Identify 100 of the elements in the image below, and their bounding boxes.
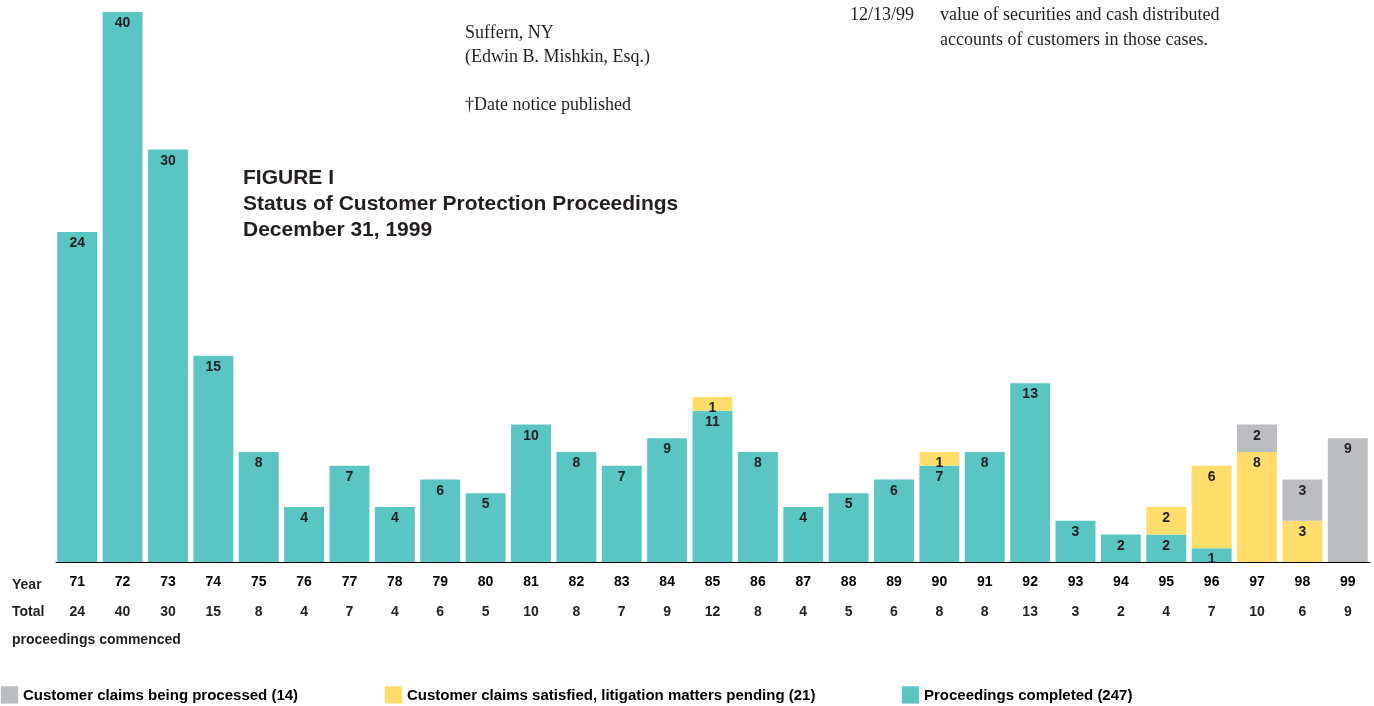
- data-label: 1: [935, 454, 944, 470]
- total-label: 8: [572, 603, 581, 619]
- data-label: 1: [708, 399, 717, 415]
- total-label: 24: [69, 603, 86, 619]
- annotation: 12/13/99: [850, 4, 915, 24]
- total-label: 5: [844, 603, 853, 619]
- bar: [647, 438, 688, 562]
- data-label: 9: [663, 440, 672, 457]
- legend-label: Proceedings completed (247): [924, 685, 1133, 703]
- x-tick-label: 91: [976, 572, 993, 589]
- bar: [465, 493, 506, 562]
- x-tick-label: 95: [1158, 572, 1175, 589]
- data-label: 30: [160, 151, 176, 168]
- data-label: 9: [1343, 440, 1352, 457]
- data-label: 7: [345, 467, 354, 484]
- total-label: 2: [1116, 603, 1125, 619]
- annotation: value of securities and cash distributed: [940, 4, 1220, 24]
- text: proceedings commenced: [12, 631, 181, 647]
- x-tick-label: 80: [477, 572, 494, 589]
- data-label: 2: [1162, 536, 1171, 553]
- data-label: 4: [799, 509, 808, 525]
- annotation: Suffern, NY: [465, 22, 554, 42]
- data-label: 6: [436, 481, 445, 498]
- bar: [601, 465, 642, 562]
- x-tick-label: 89: [886, 572, 902, 589]
- bar: [511, 424, 551, 562]
- x-tick-label: 73: [160, 572, 176, 589]
- data-label: 8: [1253, 454, 1262, 470]
- data-label: 10: [523, 426, 539, 443]
- data-label: 5: [844, 495, 853, 512]
- total-label: 8: [980, 603, 989, 619]
- annotation: (Edwin B. Mishkin, Esq.): [465, 46, 651, 67]
- text: FIGURE I: [243, 165, 335, 188]
- total-label: 8: [935, 603, 944, 619]
- x-axis-title: Year: [12, 576, 43, 592]
- bar: [1237, 424, 1277, 452]
- x-tick-label: 71: [69, 572, 86, 589]
- bar: [1327, 438, 1368, 562]
- total-label: 6: [436, 603, 445, 619]
- x-tick-label: 97: [1249, 572, 1266, 589]
- data-label: 40: [114, 14, 131, 30]
- text: Total: [12, 603, 45, 619]
- x-tick-label: 75: [250, 572, 267, 589]
- bar: [329, 465, 370, 562]
- data-label: 2: [1162, 509, 1171, 525]
- bar: [1055, 520, 1096, 562]
- bar: [919, 465, 960, 562]
- bar: [1282, 479, 1323, 521]
- x-tick-label: 74: [205, 572, 222, 589]
- x-tick-label: 79: [432, 572, 449, 589]
- bar: [1100, 534, 1141, 562]
- data-label: 8: [753, 454, 762, 470]
- total-label: 4: [390, 603, 399, 619]
- bar: [420, 479, 461, 562]
- bar: [102, 12, 143, 562]
- data-label: 3: [1298, 522, 1307, 539]
- bar: [737, 452, 778, 562]
- total-label: 6: [890, 603, 899, 619]
- data-label: 8: [980, 454, 989, 470]
- bar: [692, 410, 733, 562]
- x-tick-label: 99: [1339, 572, 1356, 589]
- x-tick-label: 82: [568, 572, 585, 589]
- x-tick-label: 88: [840, 572, 857, 589]
- total-label: 13: [1022, 603, 1039, 619]
- data-label: 24: [69, 234, 86, 250]
- x-tick-label: 84: [659, 572, 676, 589]
- total-label: 7: [1207, 603, 1216, 619]
- total-label: 12: [704, 603, 721, 619]
- data-label: 6: [1207, 467, 1216, 484]
- total-label: 30: [160, 603, 176, 619]
- x-tick-label: 77: [341, 572, 358, 589]
- total-label: 4: [300, 603, 309, 619]
- data-label: 15: [205, 357, 222, 374]
- x-tick-label: 76: [296, 572, 313, 589]
- data-label: 5: [481, 495, 490, 512]
- total-label: 6: [1298, 603, 1307, 619]
- bar: [1010, 383, 1051, 562]
- total-label: 4: [799, 603, 808, 619]
- x-tick-label: 94: [1113, 572, 1129, 589]
- bar: [148, 149, 188, 562]
- total-label: 4: [1162, 603, 1171, 619]
- data-label: 3: [1071, 522, 1080, 539]
- x-tick-label: 85: [704, 572, 721, 589]
- data-label: 7: [617, 467, 626, 484]
- bar: [374, 507, 415, 562]
- x-tick-label: 72: [114, 572, 131, 589]
- total-label: 7: [345, 603, 354, 619]
- x-tick-label: 86: [750, 572, 766, 589]
- total-label: 10: [523, 603, 539, 619]
- data-label: 4: [390, 509, 399, 525]
- bar: [692, 397, 733, 411]
- total-label: 7: [617, 603, 626, 619]
- bar: [1146, 534, 1187, 562]
- x-tick-label: 83: [613, 572, 630, 589]
- x-tick-label: 93: [1067, 572, 1084, 589]
- x-tick-label: 92: [1022, 572, 1039, 589]
- bar: [193, 355, 234, 562]
- x-tick-label: 96: [1203, 572, 1220, 589]
- x-tick-label: 98: [1294, 572, 1311, 589]
- data-label: 8: [254, 454, 263, 470]
